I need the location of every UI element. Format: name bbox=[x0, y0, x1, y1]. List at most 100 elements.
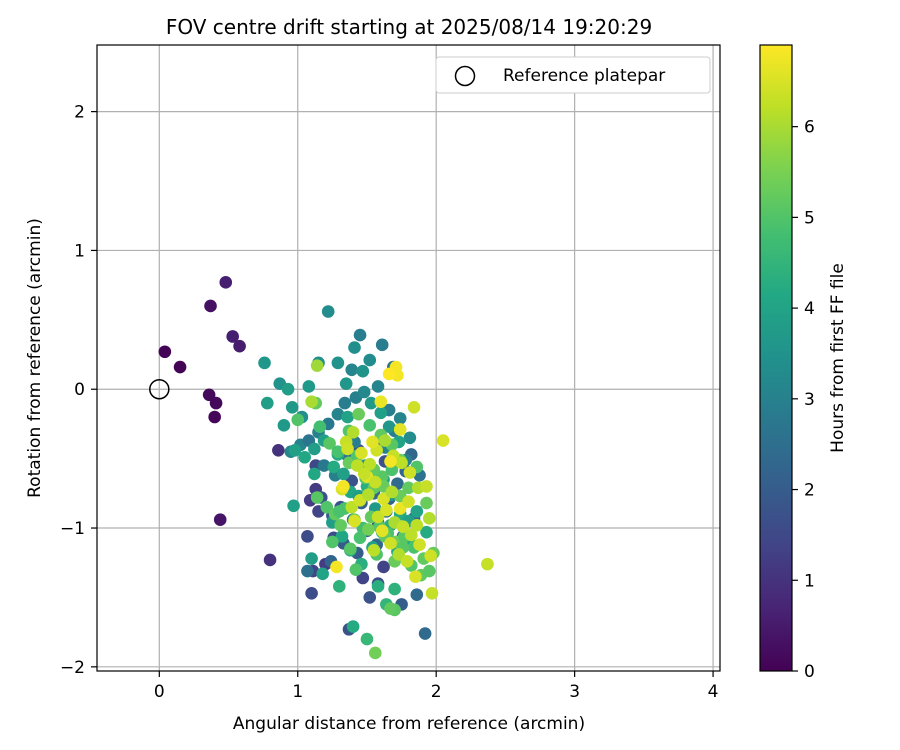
data-point bbox=[287, 499, 300, 513]
data-point bbox=[327, 460, 341, 474]
data-point bbox=[368, 475, 382, 489]
data-point bbox=[332, 505, 346, 518]
data-point bbox=[288, 444, 302, 457]
data-point bbox=[337, 480, 350, 493]
data-point bbox=[400, 555, 414, 568]
data-point bbox=[338, 396, 352, 410]
data-point bbox=[308, 467, 321, 481]
data-point bbox=[363, 353, 377, 367]
data-point bbox=[366, 435, 379, 449]
data-point bbox=[334, 518, 347, 532]
data-point bbox=[316, 567, 329, 581]
data-point bbox=[258, 356, 271, 370]
data-point bbox=[420, 496, 433, 510]
data-point bbox=[395, 456, 408, 470]
data-point bbox=[384, 455, 397, 468]
data-point bbox=[375, 524, 389, 538]
data-point bbox=[363, 457, 377, 471]
data-point bbox=[226, 330, 239, 343]
data-point bbox=[363, 591, 377, 604]
data-point bbox=[298, 450, 311, 464]
data-point bbox=[317, 459, 331, 472]
data-point bbox=[321, 305, 335, 318]
data-point bbox=[353, 531, 367, 545]
data-point bbox=[378, 434, 392, 447]
data-point bbox=[341, 442, 354, 456]
data-point bbox=[388, 582, 401, 596]
data-point bbox=[364, 396, 378, 410]
data-point bbox=[380, 503, 393, 517]
data-point bbox=[425, 586, 439, 600]
colorbar: 0 1 2 3 4 5 6 Hours from first FF file bbox=[759, 44, 848, 682]
data-point bbox=[377, 560, 390, 574]
data-point bbox=[158, 345, 172, 359]
colorbar-label: Hours from first FF file bbox=[828, 263, 848, 453]
colorbar-tick-label: 3 bbox=[804, 390, 815, 410]
colorbar-gradient bbox=[759, 44, 793, 672]
data-point bbox=[410, 518, 424, 532]
data-point bbox=[356, 364, 370, 378]
data-point bbox=[213, 513, 227, 527]
data-point bbox=[403, 431, 417, 445]
data-point bbox=[409, 570, 422, 583]
data-point bbox=[357, 385, 371, 399]
plot-frame bbox=[96, 44, 721, 672]
data-point bbox=[377, 492, 390, 506]
data-point bbox=[375, 338, 389, 352]
data-point bbox=[393, 502, 407, 515]
data-point bbox=[277, 419, 291, 432]
y-tick-label: −2 bbox=[60, 658, 85, 678]
y-tick-label: −1 bbox=[60, 519, 85, 539]
data-point bbox=[301, 530, 314, 543]
colorbar-tick-label: 1 bbox=[804, 571, 815, 591]
data-point bbox=[420, 525, 433, 539]
data-point bbox=[422, 512, 436, 525]
data-point bbox=[305, 586, 318, 600]
data-point bbox=[393, 423, 407, 436]
y-axis: −2 −1 0 1 2 bbox=[60, 103, 97, 678]
data-point bbox=[260, 396, 274, 410]
data-point bbox=[368, 646, 382, 660]
data-point bbox=[367, 543, 381, 557]
data-point bbox=[424, 549, 437, 563]
data-point bbox=[371, 580, 385, 593]
colorbar-tick-label: 5 bbox=[804, 208, 815, 228]
data-point bbox=[308, 442, 321, 456]
x-axis-label: Angular distance from reference (arcmin) bbox=[233, 714, 585, 734]
data-point bbox=[413, 538, 426, 551]
data-point bbox=[173, 360, 187, 374]
data-point bbox=[393, 412, 407, 425]
data-point bbox=[208, 410, 221, 424]
data-point bbox=[410, 505, 424, 518]
colorbar-ticks: 0 1 2 3 4 5 6 bbox=[792, 118, 815, 682]
data-point bbox=[481, 557, 494, 571]
y-tick-label: 2 bbox=[74, 103, 85, 123]
data-point bbox=[392, 548, 406, 561]
x-tick-label: 3 bbox=[569, 682, 580, 702]
data-point bbox=[301, 564, 314, 578]
y-tick-label: 1 bbox=[74, 241, 85, 261]
data-point bbox=[362, 488, 375, 502]
data-point bbox=[346, 425, 360, 439]
data-point bbox=[371, 380, 385, 393]
x-tick-label: 0 bbox=[154, 682, 165, 702]
data-point bbox=[353, 328, 367, 342]
chart-title: FOV centre drift starting at 2025/08/14 … bbox=[166, 15, 652, 39]
data-points bbox=[158, 276, 494, 660]
data-point bbox=[396, 520, 410, 533]
data-point bbox=[263, 553, 277, 567]
data-point bbox=[357, 467, 371, 481]
data-point bbox=[310, 491, 324, 504]
data-point bbox=[374, 406, 388, 420]
data-point bbox=[335, 530, 349, 543]
data-point bbox=[348, 514, 361, 528]
data-point bbox=[382, 420, 396, 434]
data-point bbox=[305, 552, 318, 565]
data-point bbox=[363, 419, 377, 432]
data-point bbox=[204, 299, 217, 313]
data-point bbox=[360, 632, 374, 646]
data-point bbox=[350, 459, 364, 472]
data-point bbox=[352, 407, 365, 421]
colorbar-tick-label: 4 bbox=[804, 299, 815, 319]
data-point bbox=[233, 339, 246, 353]
